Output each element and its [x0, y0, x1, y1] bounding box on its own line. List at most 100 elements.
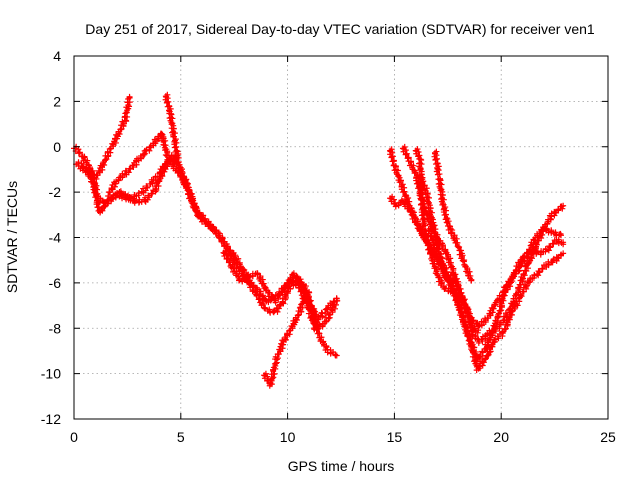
data-point: [560, 202, 567, 209]
data-point: [492, 336, 499, 343]
data-point: [517, 292, 524, 299]
data-point: [273, 360, 280, 367]
data-point: [540, 224, 547, 231]
data-point: [106, 189, 113, 196]
data-point: [126, 103, 133, 110]
data-point: [504, 319, 511, 326]
data-point: [432, 239, 439, 246]
data-point: [402, 191, 409, 198]
data-point: [519, 288, 526, 295]
data-point: [314, 330, 321, 337]
data-point: [88, 169, 95, 176]
data-point: [486, 310, 493, 317]
data-point: [524, 282, 531, 289]
data-point: [81, 153, 88, 160]
data-point: [405, 195, 412, 202]
data-point: [224, 244, 231, 251]
data-point: [115, 130, 122, 137]
series-track-4: [105, 130, 180, 199]
y-tick-label: -4: [49, 230, 62, 246]
data-point: [455, 304, 462, 311]
data-point: [238, 270, 245, 277]
data-point: [254, 271, 261, 278]
y-tick-label: -2: [49, 184, 62, 200]
data-point: [522, 284, 529, 291]
data-point: [402, 151, 409, 158]
data-point: [326, 312, 333, 319]
series-track-5: [162, 91, 210, 226]
y-tick-label: -12: [41, 411, 61, 427]
data-point: [333, 298, 340, 305]
data-point: [423, 185, 430, 192]
data-point: [292, 316, 299, 323]
data-point: [438, 280, 445, 287]
data-point: [460, 318, 467, 325]
data-point: [480, 359, 487, 366]
data-point: [196, 209, 203, 216]
data-point: [488, 343, 495, 350]
data-point: [560, 250, 567, 257]
data-point: [446, 222, 453, 229]
data-point: [262, 286, 269, 293]
data-point: [472, 354, 479, 361]
data-point: [166, 154, 173, 161]
data-point: [419, 178, 426, 185]
data-point: [525, 279, 532, 286]
data-point: [322, 310, 329, 317]
data-point: [499, 295, 506, 302]
x-tick-label: 5: [177, 429, 185, 445]
data-point: [170, 157, 177, 164]
data-point: [552, 229, 559, 236]
data-point: [475, 339, 482, 346]
data-point: [284, 280, 291, 287]
x-tick-label: 25: [600, 429, 616, 445]
data-point: [223, 255, 230, 262]
data-point: [259, 293, 266, 300]
data-point: [311, 326, 318, 333]
series-track-9: [387, 193, 567, 374]
data-points: [71, 91, 567, 389]
data-point: [117, 188, 124, 195]
data-point: [211, 226, 218, 233]
series-track-7: [261, 288, 313, 389]
data-point: [424, 238, 431, 245]
data-point: [228, 253, 235, 260]
data-point: [155, 183, 162, 190]
data-point: [202, 215, 209, 222]
data-point: [461, 299, 468, 306]
data-point: [495, 311, 502, 318]
data-point: [458, 294, 465, 301]
data-point: [479, 349, 486, 356]
data-point: [515, 285, 522, 292]
data-point: [305, 288, 312, 295]
series-track-14: [431, 148, 475, 284]
x-tick-label: 15: [387, 429, 403, 445]
data-point: [410, 211, 417, 218]
data-point: [526, 246, 533, 253]
data-point: [536, 269, 543, 276]
data-point: [443, 269, 450, 276]
data-point: [109, 195, 116, 202]
data-point: [493, 321, 500, 328]
data-point: [420, 183, 427, 190]
data-point: [437, 260, 444, 267]
data-point: [323, 342, 330, 349]
data-point: [281, 335, 288, 342]
data-point: [229, 261, 236, 268]
data-point: [117, 126, 124, 133]
data-point: [127, 166, 134, 173]
data-point: [413, 221, 420, 228]
data-point: [106, 146, 113, 153]
data-point: [485, 351, 492, 358]
y-tick-label: -10: [41, 366, 61, 382]
data-point: [464, 333, 471, 340]
data-point: [458, 253, 465, 260]
data-point: [403, 150, 410, 157]
data-point: [461, 323, 468, 330]
data-point: [126, 93, 133, 100]
data-point: [333, 352, 340, 359]
data-point: [308, 317, 315, 324]
data-point: [271, 370, 278, 377]
